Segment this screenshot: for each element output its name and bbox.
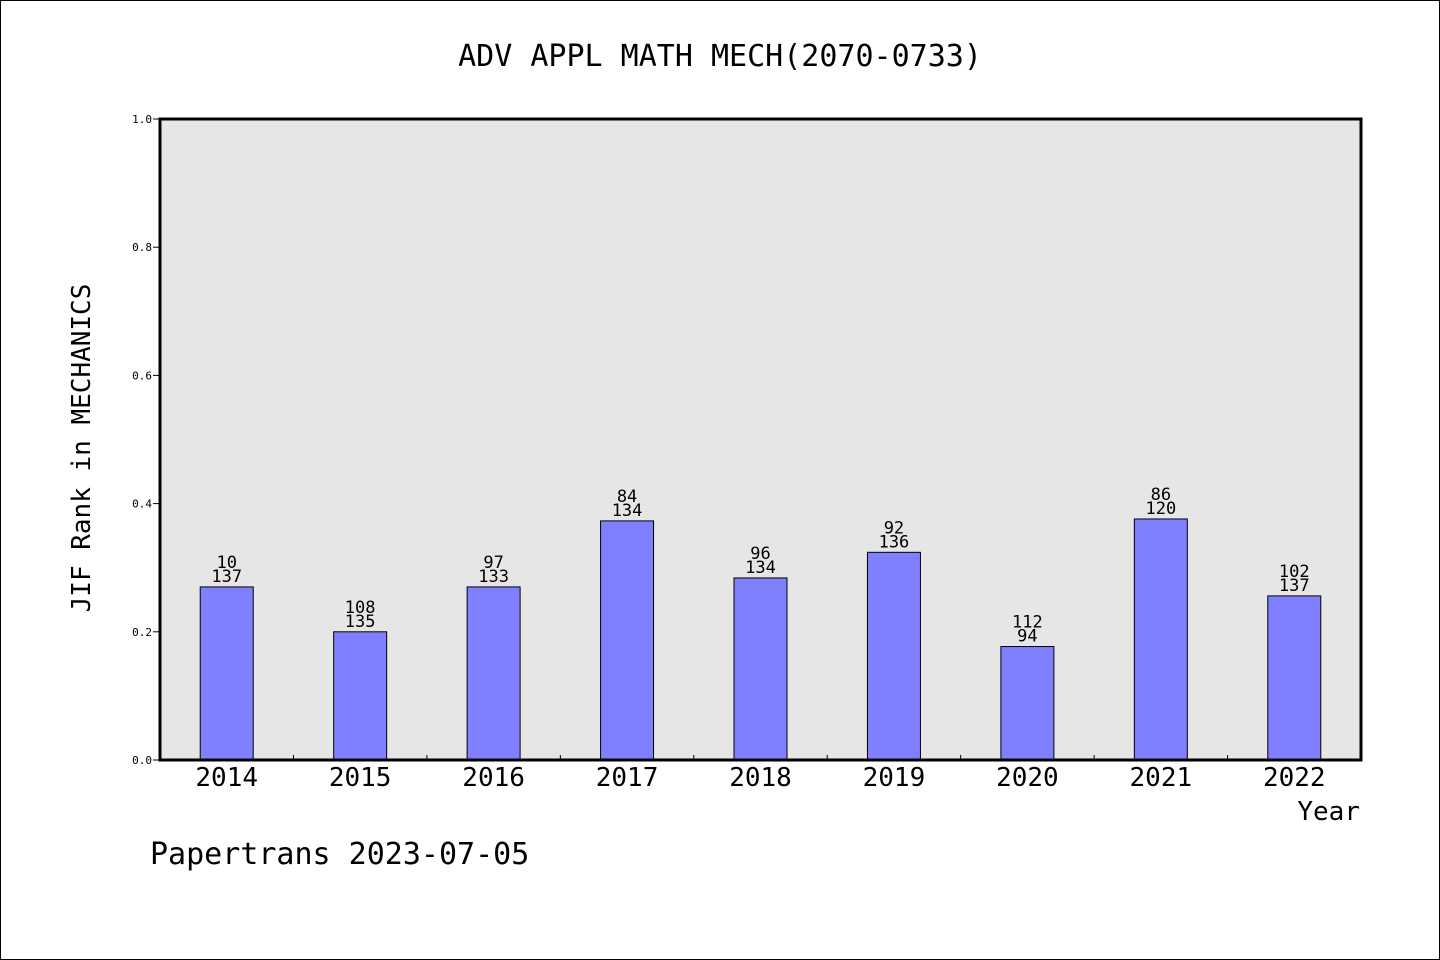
bar-total-label: 94: [1017, 627, 1037, 647]
x-tick-label: 2017: [596, 763, 659, 793]
x-axis-ticks: 2014 2015 2016 2017 2018 2019 2020 2021 2022: [159, 755, 1362, 793]
y-axis-ticks: 0.0 0.2 0.4 0.6 0.8 1.0: [132, 113, 160, 767]
bar-rank-label: 84: [617, 487, 637, 507]
bar-rank-label: 92: [884, 518, 904, 538]
y-tick-label: 0.8: [132, 241, 152, 254]
y-tick-label: 0.0: [132, 754, 152, 767]
y-axis-label: JIF Rank in MECHANICS: [67, 284, 97, 613]
chart-title: ADV APPL MATH MECH(2070-0733): [458, 39, 982, 74]
x-tick-label: 2015: [329, 763, 392, 793]
bar-rank-label: 10: [216, 553, 236, 573]
bar-rank-label: 108: [345, 598, 376, 618]
bar-total-label: 120: [1145, 499, 1176, 519]
y-tick-label: 0.2: [132, 626, 152, 639]
y-tick-label: 0.6: [132, 369, 152, 382]
plot-border: [158, 117, 1363, 762]
x-axis-label: Year: [1297, 797, 1360, 827]
x-tick-label: 2016: [462, 763, 525, 793]
bar-total-label: 136: [879, 532, 910, 552]
bar-total-label: 137: [1279, 576, 1310, 596]
bar-total-label: 134: [745, 558, 776, 578]
x-tick-label: 2019: [863, 763, 926, 793]
y-tick-label: 0.4: [132, 498, 152, 511]
bar-total-label: 135: [345, 612, 376, 632]
bar: [1000, 646, 1055, 761]
bar: [1267, 595, 1322, 761]
bar: [866, 551, 921, 761]
bar-rank-label: 112: [1012, 613, 1043, 633]
bar: [199, 586, 254, 761]
bars-layer: 1013710813597133841349613492136112948612…: [199, 485, 1322, 761]
bar-total-label: 134: [612, 501, 643, 521]
bar-rank-label: 97: [483, 553, 503, 573]
bar-total-label: 137: [211, 567, 242, 587]
bar-total-label: 133: [478, 567, 509, 587]
bar-rank-label: 96: [750, 544, 770, 564]
x-tick-label: 2020: [996, 763, 1059, 793]
bar: [733, 577, 788, 761]
bar: [1133, 518, 1188, 761]
x-tick-label: 2014: [195, 763, 258, 793]
y-tick-label: 1.0: [132, 113, 152, 126]
bar-rank-label: 102: [1279, 562, 1310, 582]
bar-rank-label: 86: [1151, 485, 1171, 505]
x-tick-label: 2018: [729, 763, 792, 793]
footer-credit: Papertrans 2023-07-05: [150, 837, 529, 872]
bar: [333, 631, 388, 761]
bar: [466, 586, 521, 761]
x-tick-label: 2022: [1263, 763, 1326, 793]
bar: [600, 520, 655, 761]
x-tick-label: 2021: [1130, 763, 1193, 793]
